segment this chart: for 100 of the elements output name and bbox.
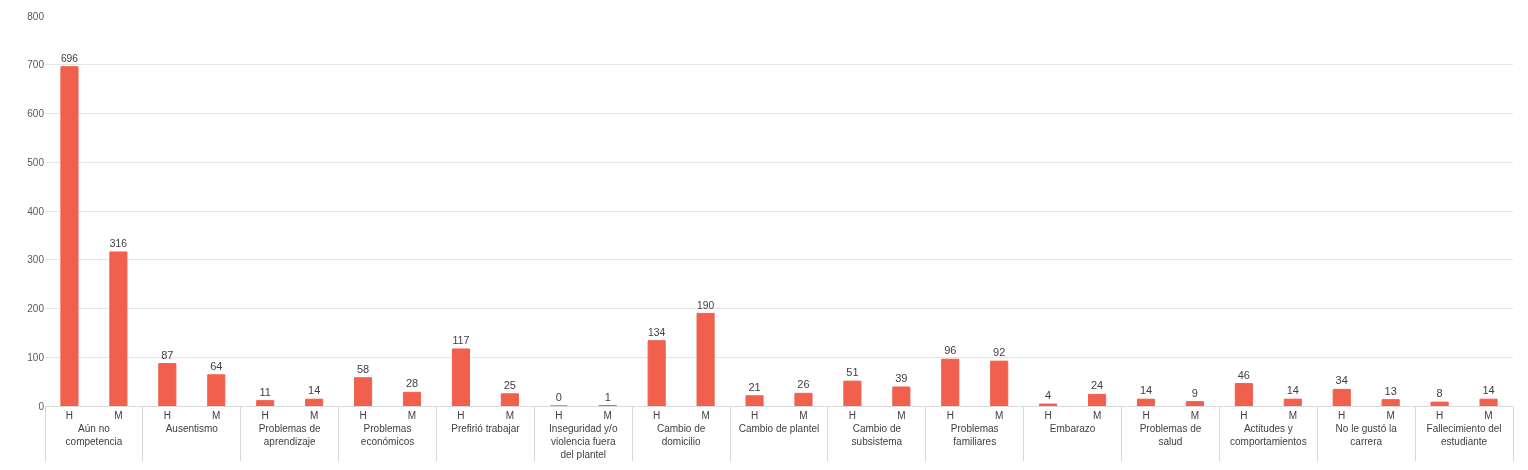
data-label: 117	[452, 334, 470, 347]
y-tick-label: 800	[27, 10, 45, 22]
bar	[1381, 399, 1400, 406]
bar	[451, 348, 470, 406]
x-tick-label: Aún no competencia	[65, 423, 123, 447]
text: H	[359, 410, 367, 421]
y-tick-label: 500	[27, 156, 45, 168]
bar	[745, 395, 764, 406]
bar	[60, 66, 79, 406]
bar	[256, 400, 275, 406]
data-label: 696	[60, 52, 79, 64]
bar	[1430, 401, 1449, 406]
text: H	[1044, 410, 1052, 421]
text: H	[946, 410, 954, 421]
text: M	[603, 410, 612, 421]
data-label: 0	[555, 391, 562, 403]
bar	[1332, 388, 1351, 406]
x-tick-label: Fallecimiento del estudiante	[1426, 423, 1502, 447]
text: H	[261, 410, 269, 421]
text: H	[457, 410, 465, 421]
y-tick-label: 0	[38, 400, 45, 412]
data-label: 13	[1384, 384, 1397, 397]
bar	[1088, 393, 1107, 406]
text: H	[750, 410, 759, 421]
x-tick-label: Cambio de plantel	[738, 423, 820, 434]
x-tick-label: Problemas familiares	[950, 423, 999, 447]
bar	[1136, 398, 1156, 406]
bar	[109, 251, 128, 406]
data-label: 4	[1045, 389, 1052, 402]
data-label: 51	[846, 366, 859, 379]
text: M	[1288, 410, 1297, 421]
bar	[696, 312, 715, 406]
series-label: M	[114, 410, 123, 421]
bar	[794, 392, 813, 406]
data-label: 190	[697, 299, 715, 311]
bar	[1185, 401, 1204, 406]
data-label: 14	[1286, 384, 1299, 397]
text: M	[799, 410, 808, 421]
y-tick-label: 200	[27, 303, 45, 314]
data-label: 134	[648, 326, 666, 338]
text: M	[1190, 410, 1200, 421]
data-label: 46	[1237, 368, 1250, 381]
text: M	[701, 410, 710, 421]
bar	[1283, 398, 1302, 406]
data-label: 96	[944, 344, 957, 357]
bar	[1479, 398, 1498, 406]
y-tick-label: 400	[27, 205, 45, 217]
data-label: 24	[1090, 379, 1104, 392]
bar	[941, 358, 960, 406]
text: H	[848, 410, 857, 421]
data-label: 64	[210, 359, 223, 372]
x-tick-label: Ausentismo	[165, 423, 219, 434]
y-tick-label: 700	[27, 59, 45, 71]
text: M	[407, 410, 417, 421]
bar	[158, 363, 177, 406]
text: H	[653, 410, 661, 421]
text: H	[1435, 410, 1444, 421]
x-tick-label: Actitudes y comportamientos	[1229, 423, 1307, 447]
bar	[892, 386, 911, 406]
x-tick-label: Problemas económicos	[360, 423, 415, 447]
data-label: 34	[1335, 374, 1348, 387]
data-label: 28	[405, 377, 419, 390]
text: M	[1386, 410, 1395, 421]
y-tick-label: 100	[27, 351, 45, 363]
x-tick-label: Inseguridad y/o violencia fuera del plantel	[549, 423, 618, 460]
bar	[402, 391, 422, 406]
data-label: 11	[259, 385, 271, 398]
text: M	[505, 410, 515, 421]
data-label: 87	[161, 348, 174, 361]
data-label: 14	[308, 384, 321, 397]
data-label: 26	[797, 378, 810, 391]
bar	[207, 374, 226, 406]
data-label: 14	[1139, 384, 1153, 397]
data-label: 9	[1191, 386, 1198, 399]
text: H	[1338, 410, 1346, 421]
data-label: 39	[895, 371, 908, 384]
data-label: 14	[1482, 384, 1495, 397]
y-tick-label: 600	[27, 108, 45, 119]
series-label: H	[65, 410, 74, 421]
text: M	[897, 410, 906, 421]
x-tick-label: Prefirió trabajar	[451, 423, 521, 434]
data-label: 92	[993, 346, 1006, 359]
bar	[990, 360, 1009, 406]
data-label: 21	[748, 380, 761, 393]
bar	[843, 380, 862, 406]
x-tick-label: Cambio de domicilio	[656, 423, 706, 447]
text: H	[1142, 410, 1150, 421]
text: M	[309, 410, 319, 421]
y-tick-label: 300	[27, 254, 45, 266]
data-label: 1	[604, 390, 611, 403]
text: M	[1484, 410, 1493, 421]
x-tick-label: Embarazo	[1049, 423, 1096, 434]
text: M	[1092, 410, 1102, 421]
data-label: 8	[1436, 387, 1443, 400]
x-tick-label: Problemas de salud	[1139, 423, 1202, 447]
text: M	[212, 410, 221, 421]
bar	[354, 377, 373, 406]
bar	[305, 398, 324, 406]
text: M	[995, 410, 1004, 421]
bar	[1234, 383, 1253, 406]
